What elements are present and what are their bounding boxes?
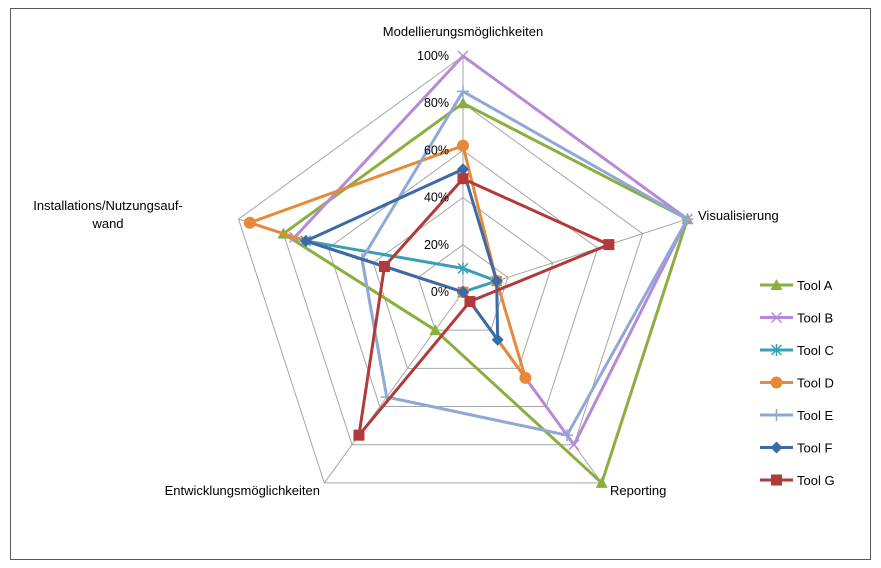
- data-point: [457, 85, 469, 98]
- data-point: [568, 439, 580, 451]
- grid-ring: [327, 149, 599, 408]
- series-line: [304, 167, 500, 342]
- grid-spoke: [323, 291, 464, 484]
- tick-labels: 0% 20% 40% 60% 80% 100%: [417, 49, 449, 299]
- data-point: [457, 50, 469, 62]
- tick-label: 40%: [424, 191, 449, 205]
- data-point: [464, 296, 476, 308]
- legend: Tool A Tool B Tool C Tool D Tool E Tool F Tool…: [760, 278, 835, 488]
- legend-marker: [770, 441, 783, 454]
- data-point: [299, 234, 312, 247]
- data-point: [457, 139, 469, 152]
- grid-ring: [372, 196, 554, 369]
- data-point: [378, 260, 390, 272]
- legend-item: Tool B: [760, 311, 833, 326]
- data-point: [603, 239, 615, 251]
- axis-label: Reporting: [610, 483, 666, 498]
- tick-label: 0%: [431, 285, 449, 299]
- tick-label: 80%: [424, 96, 449, 110]
- data-point: [519, 371, 532, 384]
- data-point: [490, 275, 503, 288]
- data-point: [457, 97, 469, 109]
- legend-label: Tool A: [797, 278, 833, 293]
- legend-marker: [770, 311, 783, 324]
- series-line: [360, 89, 689, 437]
- legend-marker: [770, 279, 783, 290]
- legend-label: Tool E: [797, 408, 833, 423]
- axis-label: Visualisierung: [698, 208, 779, 223]
- tick-label: 20%: [424, 238, 449, 252]
- legend-item: Tool A: [760, 278, 833, 293]
- series-line: [281, 101, 689, 485]
- legend-item: Tool E: [760, 408, 833, 423]
- data-point: [595, 476, 608, 488]
- data-point: [429, 324, 442, 336]
- data-point: [457, 262, 469, 275]
- legend-label: Tool G: [797, 473, 835, 488]
- legend-label: Tool C: [797, 343, 834, 358]
- data-point: [491, 333, 504, 346]
- legend-label: Tool F: [797, 441, 832, 456]
- legend-marker: [770, 376, 783, 389]
- legend-marker: [770, 409, 783, 421]
- axis-label: Entwicklungsmöglichkeiten: [165, 483, 320, 498]
- data-point: [457, 173, 469, 185]
- data-point: [681, 213, 694, 226]
- series-tool-e: [355, 85, 694, 442]
- legend-label: Tool B: [797, 311, 833, 326]
- series-tool-c: [300, 234, 503, 298]
- data-point: [561, 429, 574, 442]
- legend-item: Tool C: [760, 343, 834, 358]
- legend-marker: [771, 474, 782, 486]
- legend-item: Tool F: [760, 441, 832, 456]
- data-point: [457, 163, 469, 176]
- data-point: [457, 286, 469, 298]
- series-line: [357, 177, 611, 437]
- legend-label: Tool D: [797, 376, 834, 391]
- legend-marker: [770, 344, 783, 356]
- tick-label: 60%: [424, 143, 449, 157]
- axis-label: Modellierungsmöglichkeiten: [383, 24, 543, 39]
- axis-label: Installations/Nutzungsauf-wand: [33, 198, 183, 231]
- data-point: [243, 216, 256, 229]
- axis-labels: Modellierungsmöglichkeiten Visualisierung…: [33, 24, 779, 498]
- series-layer: [243, 50, 694, 488]
- data-point: [353, 429, 365, 441]
- series-tool-a: [277, 97, 694, 488]
- series-tool-g: [353, 173, 615, 441]
- legend-item: Tool G: [760, 473, 835, 488]
- legend-item: Tool D: [760, 376, 834, 391]
- grid-ring: [417, 244, 509, 331]
- tick-label: 100%: [417, 49, 449, 63]
- series-tool-f: [299, 163, 504, 346]
